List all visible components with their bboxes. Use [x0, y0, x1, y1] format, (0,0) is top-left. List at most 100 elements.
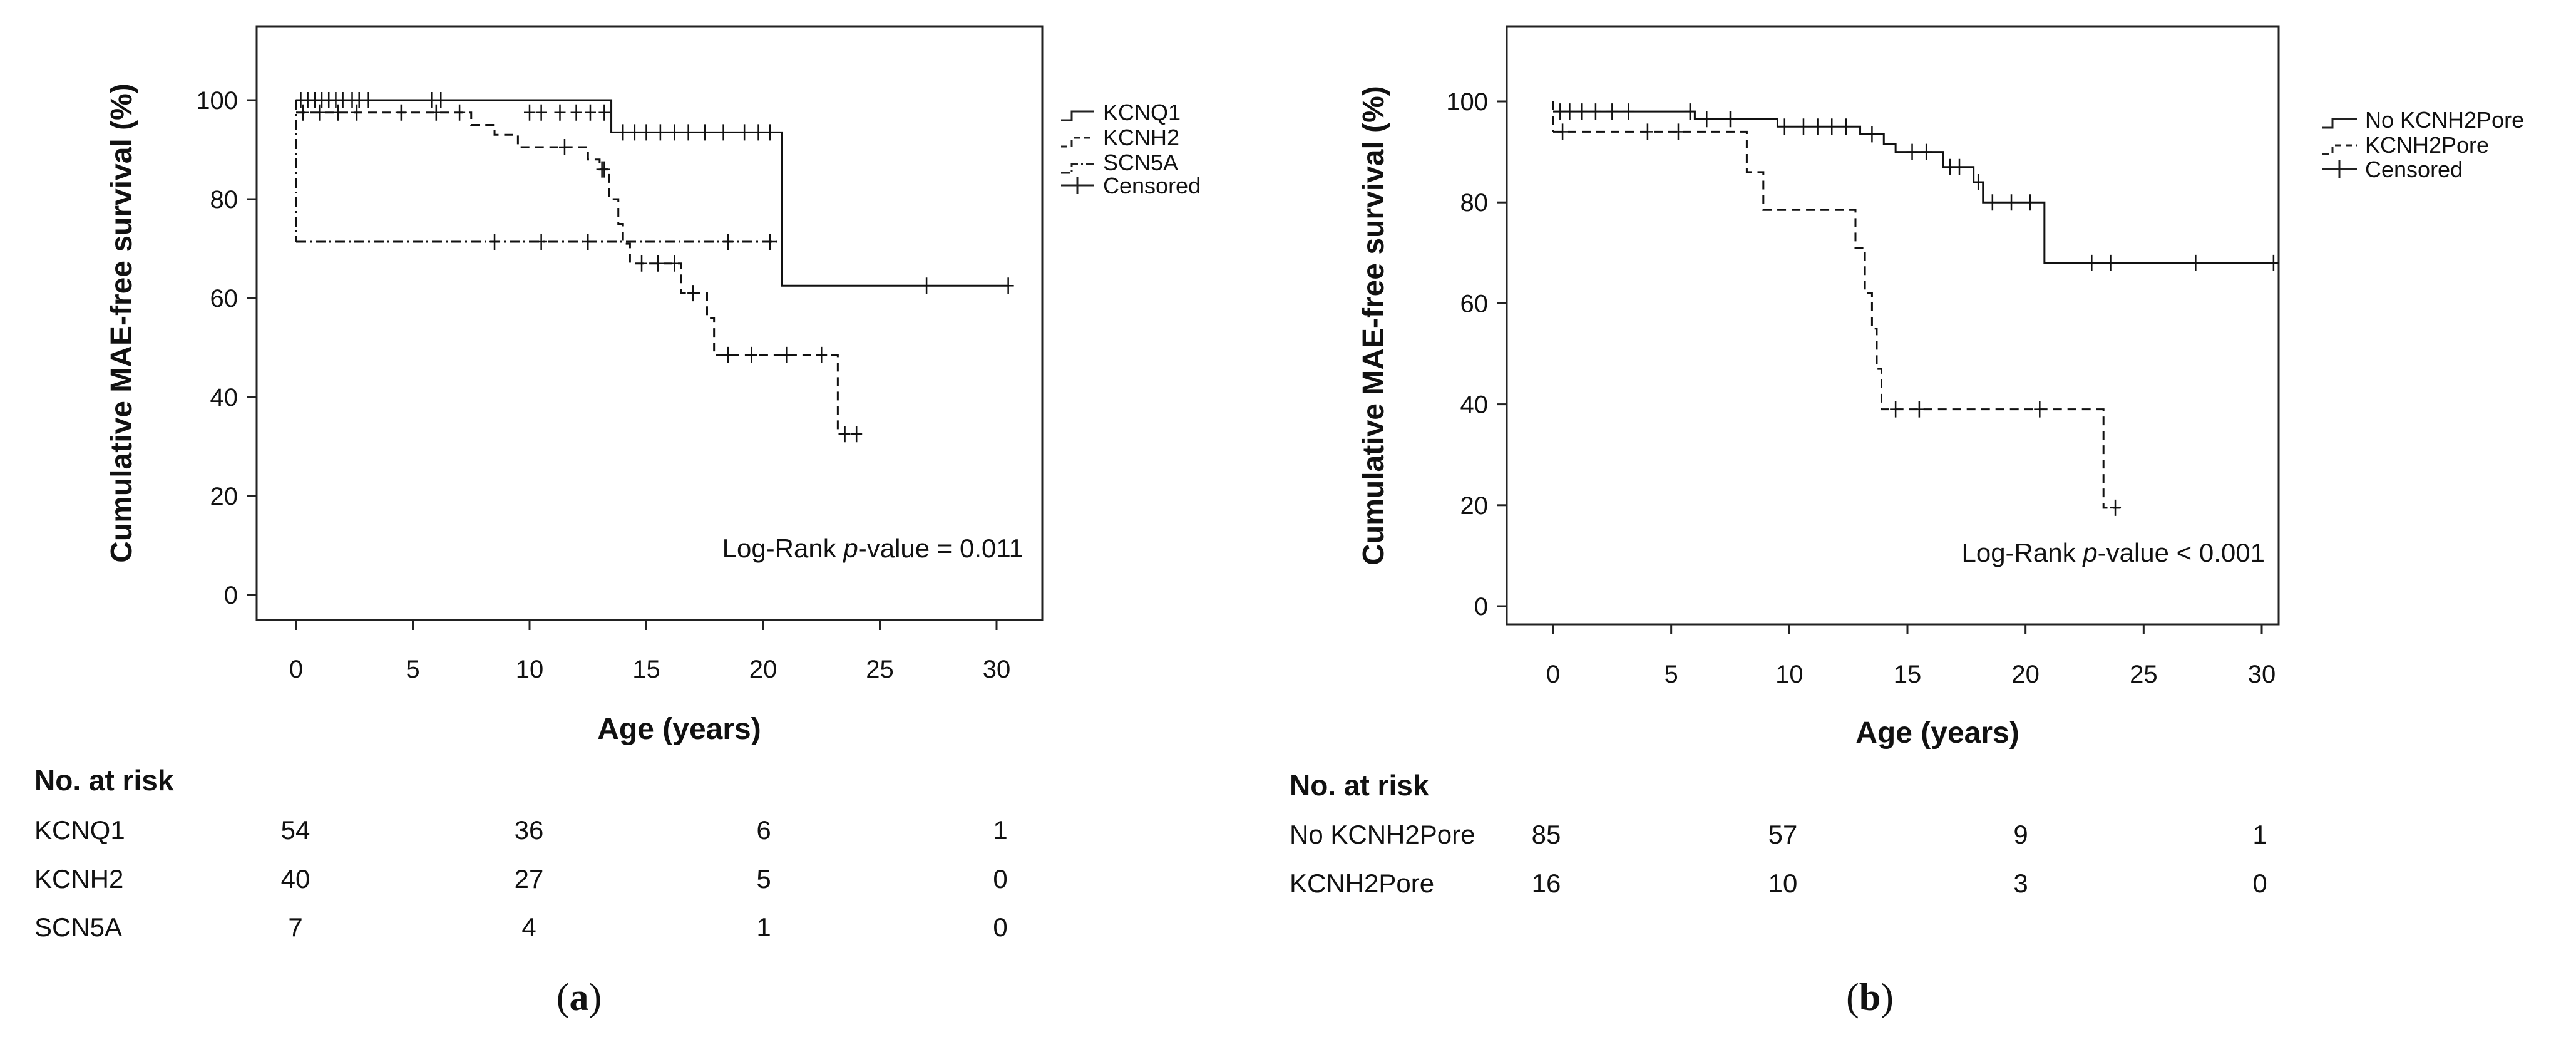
plot-area-b	[1552, 101, 2279, 516]
censored-mark	[640, 124, 652, 141]
logrank-annotation-b: Log-Rank p-value < 0.001	[1961, 538, 2265, 567]
censored-mark	[717, 124, 729, 141]
censored-mark	[1840, 118, 1852, 135]
censored-mark	[1684, 103, 1696, 120]
censored-mark	[636, 255, 648, 272]
x-ticks-b: 0 5 10 15 20 25 30	[1546, 624, 2276, 688]
risk-count: 54	[281, 815, 310, 845]
x-tick-label: 25	[2130, 661, 2158, 688]
y-tick-label: 40	[210, 384, 239, 411]
censored-mark	[535, 233, 547, 250]
censored-mark	[1921, 143, 1932, 160]
censored-mark	[2110, 499, 2122, 516]
legend-swatch-dashed-icon	[2322, 144, 2357, 155]
risk-row-no-kcnh2pore: No KCNH2Pore 85 57 9 1	[1290, 820, 2267, 849]
censored-mark	[722, 233, 734, 250]
risk-count: 85	[1532, 820, 1561, 849]
x-tick-label: 25	[866, 656, 894, 683]
risk-table-title: No. at risk	[34, 764, 174, 797]
x-tick-label: 15	[632, 656, 660, 683]
x-tick-label: 30	[2248, 661, 2276, 688]
risk-count: 4	[521, 912, 536, 942]
risk-row-label: KCNQ1	[34, 815, 125, 845]
plot-area-a	[295, 92, 1014, 443]
censored-mark-icon	[2322, 160, 2357, 178]
y-tick-label: 40	[1460, 391, 1489, 419]
risk-row-kcnh2: KCNH2 40 27 5 0	[34, 864, 1008, 894]
risk-table-title: No. at risk	[1290, 769, 1429, 802]
y-tick-label: 20	[1460, 492, 1489, 520]
risk-count: 7	[288, 912, 302, 942]
censored-mark	[1606, 103, 1618, 120]
censored-mark	[332, 104, 344, 121]
censored-mark	[435, 92, 447, 108]
censored-mark	[2086, 254, 2098, 271]
risk-count: 1	[2252, 820, 2267, 849]
censored-mark	[722, 346, 734, 363]
risk-count: 16	[1532, 869, 1561, 898]
censored-mark	[1623, 103, 1634, 120]
censored-mark	[598, 104, 610, 121]
risk-count: 1	[756, 912, 771, 942]
risk-row-label: KCNH2Pore	[1290, 869, 1434, 898]
censored-mark	[2105, 254, 2117, 271]
censored-mark	[558, 139, 570, 156]
y-axis-title-b: Cumulative MAE-free survival (%)	[1357, 86, 1390, 565]
censored-mark	[584, 104, 596, 121]
legend-label: Censored	[2365, 157, 2463, 182]
censored-mark	[554, 104, 566, 121]
censored-mark	[1890, 401, 1902, 418]
legend-a: KCNQ1 KCNH2 SCN5A Censored	[1061, 100, 1201, 199]
censored-mark	[921, 277, 933, 294]
panel-label-b: (b)	[1846, 976, 1894, 1019]
risk-row-kcnh2pore: KCNH2Pore 16 10 3 0	[1290, 869, 2267, 898]
risk-count: 0	[993, 864, 1007, 894]
censored-mark	[1954, 158, 1966, 175]
censored-mark	[570, 104, 582, 121]
censored-mark	[535, 104, 547, 121]
censored-mark	[297, 104, 309, 121]
y-tick-label: 100	[1446, 88, 1488, 116]
censored-mark	[1002, 277, 1014, 294]
censored-mark	[1973, 173, 1984, 190]
censored-mark	[682, 124, 694, 141]
legend-item-kcnh2: KCNH2	[1061, 125, 1179, 150]
censored-mark	[362, 92, 374, 108]
censored-mark	[1701, 111, 1713, 128]
censored-mark	[617, 124, 629, 141]
censored-mark	[669, 124, 680, 141]
legend-item-censored: Censored	[2322, 157, 2463, 182]
logrank-annotation-a: Log-Rank p-value = 0.011	[722, 534, 1024, 563]
censored-mark	[598, 161, 610, 178]
censored-mark	[395, 104, 407, 121]
censored-mark	[1672, 123, 1684, 140]
y-tick-label: 60	[210, 285, 239, 312]
censored-mark	[687, 285, 699, 302]
legend-label: KCNQ1	[1103, 100, 1181, 125]
risk-count: 0	[993, 912, 1007, 942]
censored-mark	[430, 104, 442, 121]
censored-mark	[1564, 103, 1576, 120]
legend-label: KCNH2	[1103, 125, 1179, 150]
legend-swatch-dashdot-icon	[1061, 163, 1094, 174]
censored-mark	[1944, 158, 1956, 175]
risk-count: 6	[756, 815, 771, 845]
risk-row-kcnq1: KCNQ1 54 36 6 1	[34, 815, 1008, 845]
censored-mark	[454, 104, 466, 121]
x-tick-label: 5	[406, 656, 419, 683]
censored-mark	[669, 255, 680, 272]
x-tick-label: 5	[1665, 661, 1678, 688]
legend-label: SCN5A	[1103, 150, 1178, 175]
km-curve-kcnh2	[296, 111, 857, 435]
censored-mark	[1906, 143, 1918, 160]
censored-mark	[839, 426, 851, 443]
censored-mark	[1725, 111, 1736, 128]
y-tick-label: 80	[1460, 189, 1489, 217]
y-tick-label: 80	[210, 186, 239, 214]
risk-row-label: KCNH2	[34, 864, 123, 894]
censored-mark	[764, 233, 776, 250]
censored-mark	[314, 104, 326, 121]
